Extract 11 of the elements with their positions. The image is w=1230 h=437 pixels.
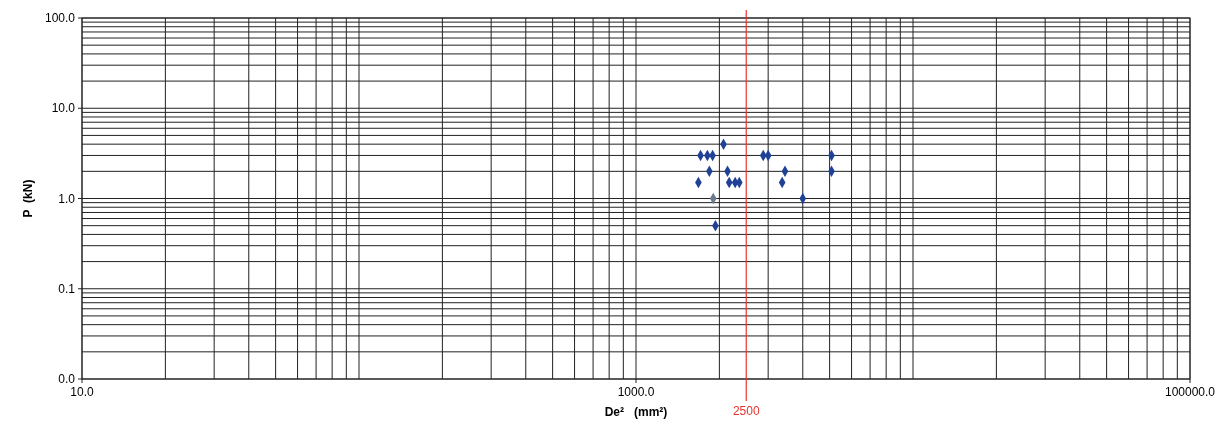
x-tick-label: 10.0 <box>70 385 94 399</box>
y-tick-label: 10.0 <box>51 101 76 116</box>
y-axis-title: P (kN) <box>21 179 35 218</box>
y-tick-label: 0.1 <box>58 281 76 296</box>
x-axis-title: De² (mm²) <box>604 405 668 419</box>
y-tick-label: 0.0 <box>58 372 76 386</box>
ref-line-label: 2500 <box>732 404 760 418</box>
y-tick-label: 1.0 <box>58 191 76 206</box>
y-tick-label: 100.0 <box>44 11 76 25</box>
x-tick-label: 100000.0 <box>1164 385 1216 399</box>
x-tick-label: 1000.0 <box>617 385 655 399</box>
